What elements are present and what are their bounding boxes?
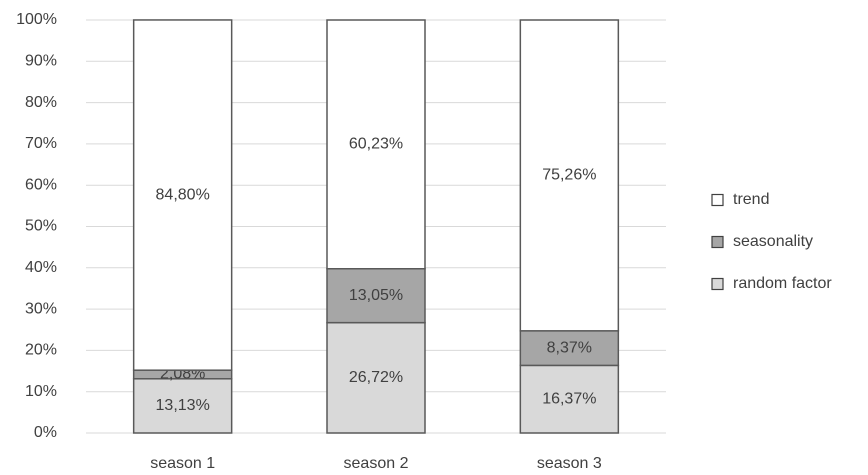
y-tick-label: 30%: [25, 300, 57, 317]
y-tick-label: 60%: [25, 176, 57, 193]
y-tick-label: 90%: [25, 53, 57, 70]
y-tick-label: 10%: [25, 383, 57, 400]
bar-segment: [132, 378, 233, 434]
data-label: 84,80%: [156, 186, 210, 203]
legend-label: trend: [733, 191, 769, 208]
x-tick-label: season 2: [344, 455, 409, 472]
y-tick-label: 70%: [25, 135, 57, 152]
bar-segment: [326, 321, 426, 434]
data-label: 13,05%: [349, 287, 403, 304]
legend-label: seasonality: [733, 233, 813, 250]
y-tick-label: 0%: [34, 424, 57, 441]
bar-segment: [132, 19, 233, 371]
x-tick-label: season 3: [537, 455, 602, 472]
legend-swatch: [711, 193, 724, 207]
bar-segment: [519, 19, 620, 332]
data-label: 75,26%: [542, 167, 596, 184]
y-tick-label: 100%: [16, 11, 57, 28]
bar-segment: [519, 330, 620, 367]
legend-label: random factor: [733, 275, 832, 292]
legend-swatch: [711, 235, 724, 249]
x-tick-label: season 1: [150, 455, 215, 472]
bar-segment: [519, 364, 620, 434]
bar-segment: [326, 267, 426, 324]
data-label: 16,37%: [542, 390, 596, 407]
data-label: 8,37%: [547, 339, 592, 356]
data-label: 60,23%: [349, 136, 403, 153]
y-tick-label: 40%: [25, 259, 57, 276]
y-tick-label: 80%: [25, 94, 57, 111]
legend-swatch: [711, 277, 724, 291]
data-label: 26,72%: [349, 369, 403, 386]
y-tick-label: 20%: [25, 342, 57, 359]
data-label: 13,13%: [156, 397, 210, 414]
bar-segment: [326, 19, 426, 270]
y-tick-label: 50%: [25, 218, 57, 235]
